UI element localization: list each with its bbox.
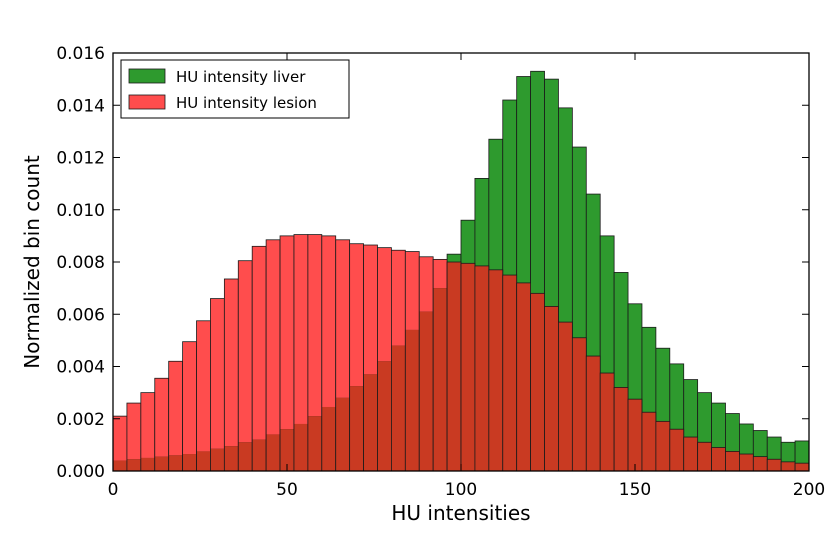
bar-overlap: [154, 456, 169, 471]
bar-overlap: [697, 442, 712, 471]
bar-overlap: [126, 459, 141, 471]
bar-overlap: [683, 437, 698, 471]
bar-overlap: [391, 345, 406, 471]
y-tick-label: 0.016: [56, 44, 105, 64]
bar-overlap: [113, 460, 127, 471]
bar-overlap: [377, 361, 392, 471]
bar-overlap: [502, 275, 517, 471]
bar-overlap: [307, 416, 322, 471]
bar-lesion: [224, 278, 239, 447]
bar-lesion: [126, 403, 141, 460]
y-tick-label: 0.002: [56, 410, 105, 430]
bar-lesion: [377, 247, 392, 362]
bar-overlap: [516, 282, 531, 471]
bar-overlap: [781, 461, 796, 471]
bar-lesion: [266, 239, 281, 435]
bar-overlap: [280, 429, 294, 471]
legend-swatch-liver: [128, 68, 166, 84]
bar-overlap: [586, 356, 601, 471]
ticks-layer: 0 50 100 150 200 0.000 0.002 0.004 0.006 0.008 0.0…: [56, 44, 825, 500]
bar-overlap: [238, 442, 253, 471]
bar-overlap: [530, 293, 545, 471]
bars-layer: [112, 70, 810, 472]
bar-overlap: [182, 454, 197, 471]
bar-lesion: [238, 260, 253, 443]
bar-overlap: [210, 448, 225, 471]
bar-overlap: [447, 262, 461, 471]
bar-overlap: [405, 329, 420, 471]
bar-lesion: [419, 256, 434, 312]
bar-lesion: [154, 378, 169, 457]
bar-lesion: [210, 298, 225, 449]
x-tick-label: 0: [108, 480, 119, 500]
bar-lesion: [349, 243, 364, 387]
bar-lesion: [391, 250, 406, 346]
legend-swatch-lesion: [128, 94, 166, 110]
y-tick-label: 0.014: [56, 96, 105, 116]
bar-overlap: [725, 451, 740, 471]
x-tick-label: 200: [793, 480, 825, 500]
bar-overlap: [474, 265, 489, 471]
y-tick-label: 0.012: [56, 149, 105, 169]
bar-overlap: [168, 455, 183, 471]
bar-overlap: [558, 322, 573, 471]
bar-overlap: [544, 306, 559, 471]
bar-lesion: [196, 320, 211, 452]
x-tick-label: 150: [619, 480, 651, 500]
bar-lesion: [113, 416, 127, 461]
bar-lesion: [321, 235, 336, 407]
bar-overlap: [614, 387, 629, 471]
bar-overlap: [641, 412, 656, 471]
legend-label-liver: HU intensity liver: [176, 68, 306, 86]
x-axis-title: HU intensities: [391, 501, 530, 525]
y-axis-title: Normalized bin count: [20, 155, 44, 369]
bar-lesion: [433, 259, 448, 289]
bar-lesion: [335, 239, 350, 398]
bar-overlap: [711, 447, 726, 471]
bar-overlap: [600, 373, 615, 471]
bar-lesion: [363, 245, 378, 375]
bar-overlap: [795, 463, 809, 471]
bar-overlap: [321, 406, 336, 471]
bar-overlap: [461, 263, 475, 471]
bar-overlap: [196, 451, 211, 471]
x-tick-label: 100: [445, 480, 477, 500]
bar-lesion: [405, 251, 420, 330]
bar-overlap: [224, 446, 239, 471]
bar-overlap: [293, 423, 308, 471]
bar-overlap: [433, 288, 448, 471]
bar-overlap: [628, 399, 642, 471]
bar-overlap: [419, 311, 434, 471]
bar-overlap: [363, 374, 378, 471]
bar-lesion: [252, 246, 267, 440]
bar-overlap: [140, 457, 155, 471]
bar-overlap: [252, 439, 267, 471]
bar-lesion: [140, 392, 155, 458]
bar-overlap: [753, 456, 768, 471]
bar-overlap: [655, 421, 670, 471]
legend-label-lesion: HU intensity lesion: [176, 94, 317, 112]
y-tick-label: 0.006: [56, 305, 105, 325]
y-tick-label: 0.004: [56, 358, 105, 378]
bar-overlap: [488, 269, 503, 471]
bar-lesion: [280, 235, 294, 430]
bar-overlap: [266, 434, 281, 471]
legend: HU intensity liver HU intensity lesion: [120, 59, 350, 119]
bar-lesion: [293, 234, 308, 424]
bar-overlap: [739, 454, 754, 471]
bar-overlap: [767, 459, 782, 471]
bar-overlap: [669, 429, 684, 471]
bar-overlap: [349, 386, 364, 471]
bar-overlap: [335, 397, 350, 471]
y-tick-label: 0.008: [56, 253, 105, 273]
bar-lesion: [168, 361, 183, 456]
x-tick-label: 50: [276, 480, 298, 500]
bar-lesion: [182, 341, 197, 455]
bar-lesion: [307, 234, 322, 417]
bar-overlap: [572, 337, 587, 471]
y-tick-label: 0.000: [56, 462, 105, 482]
y-tick-label: 0.010: [56, 201, 105, 221]
